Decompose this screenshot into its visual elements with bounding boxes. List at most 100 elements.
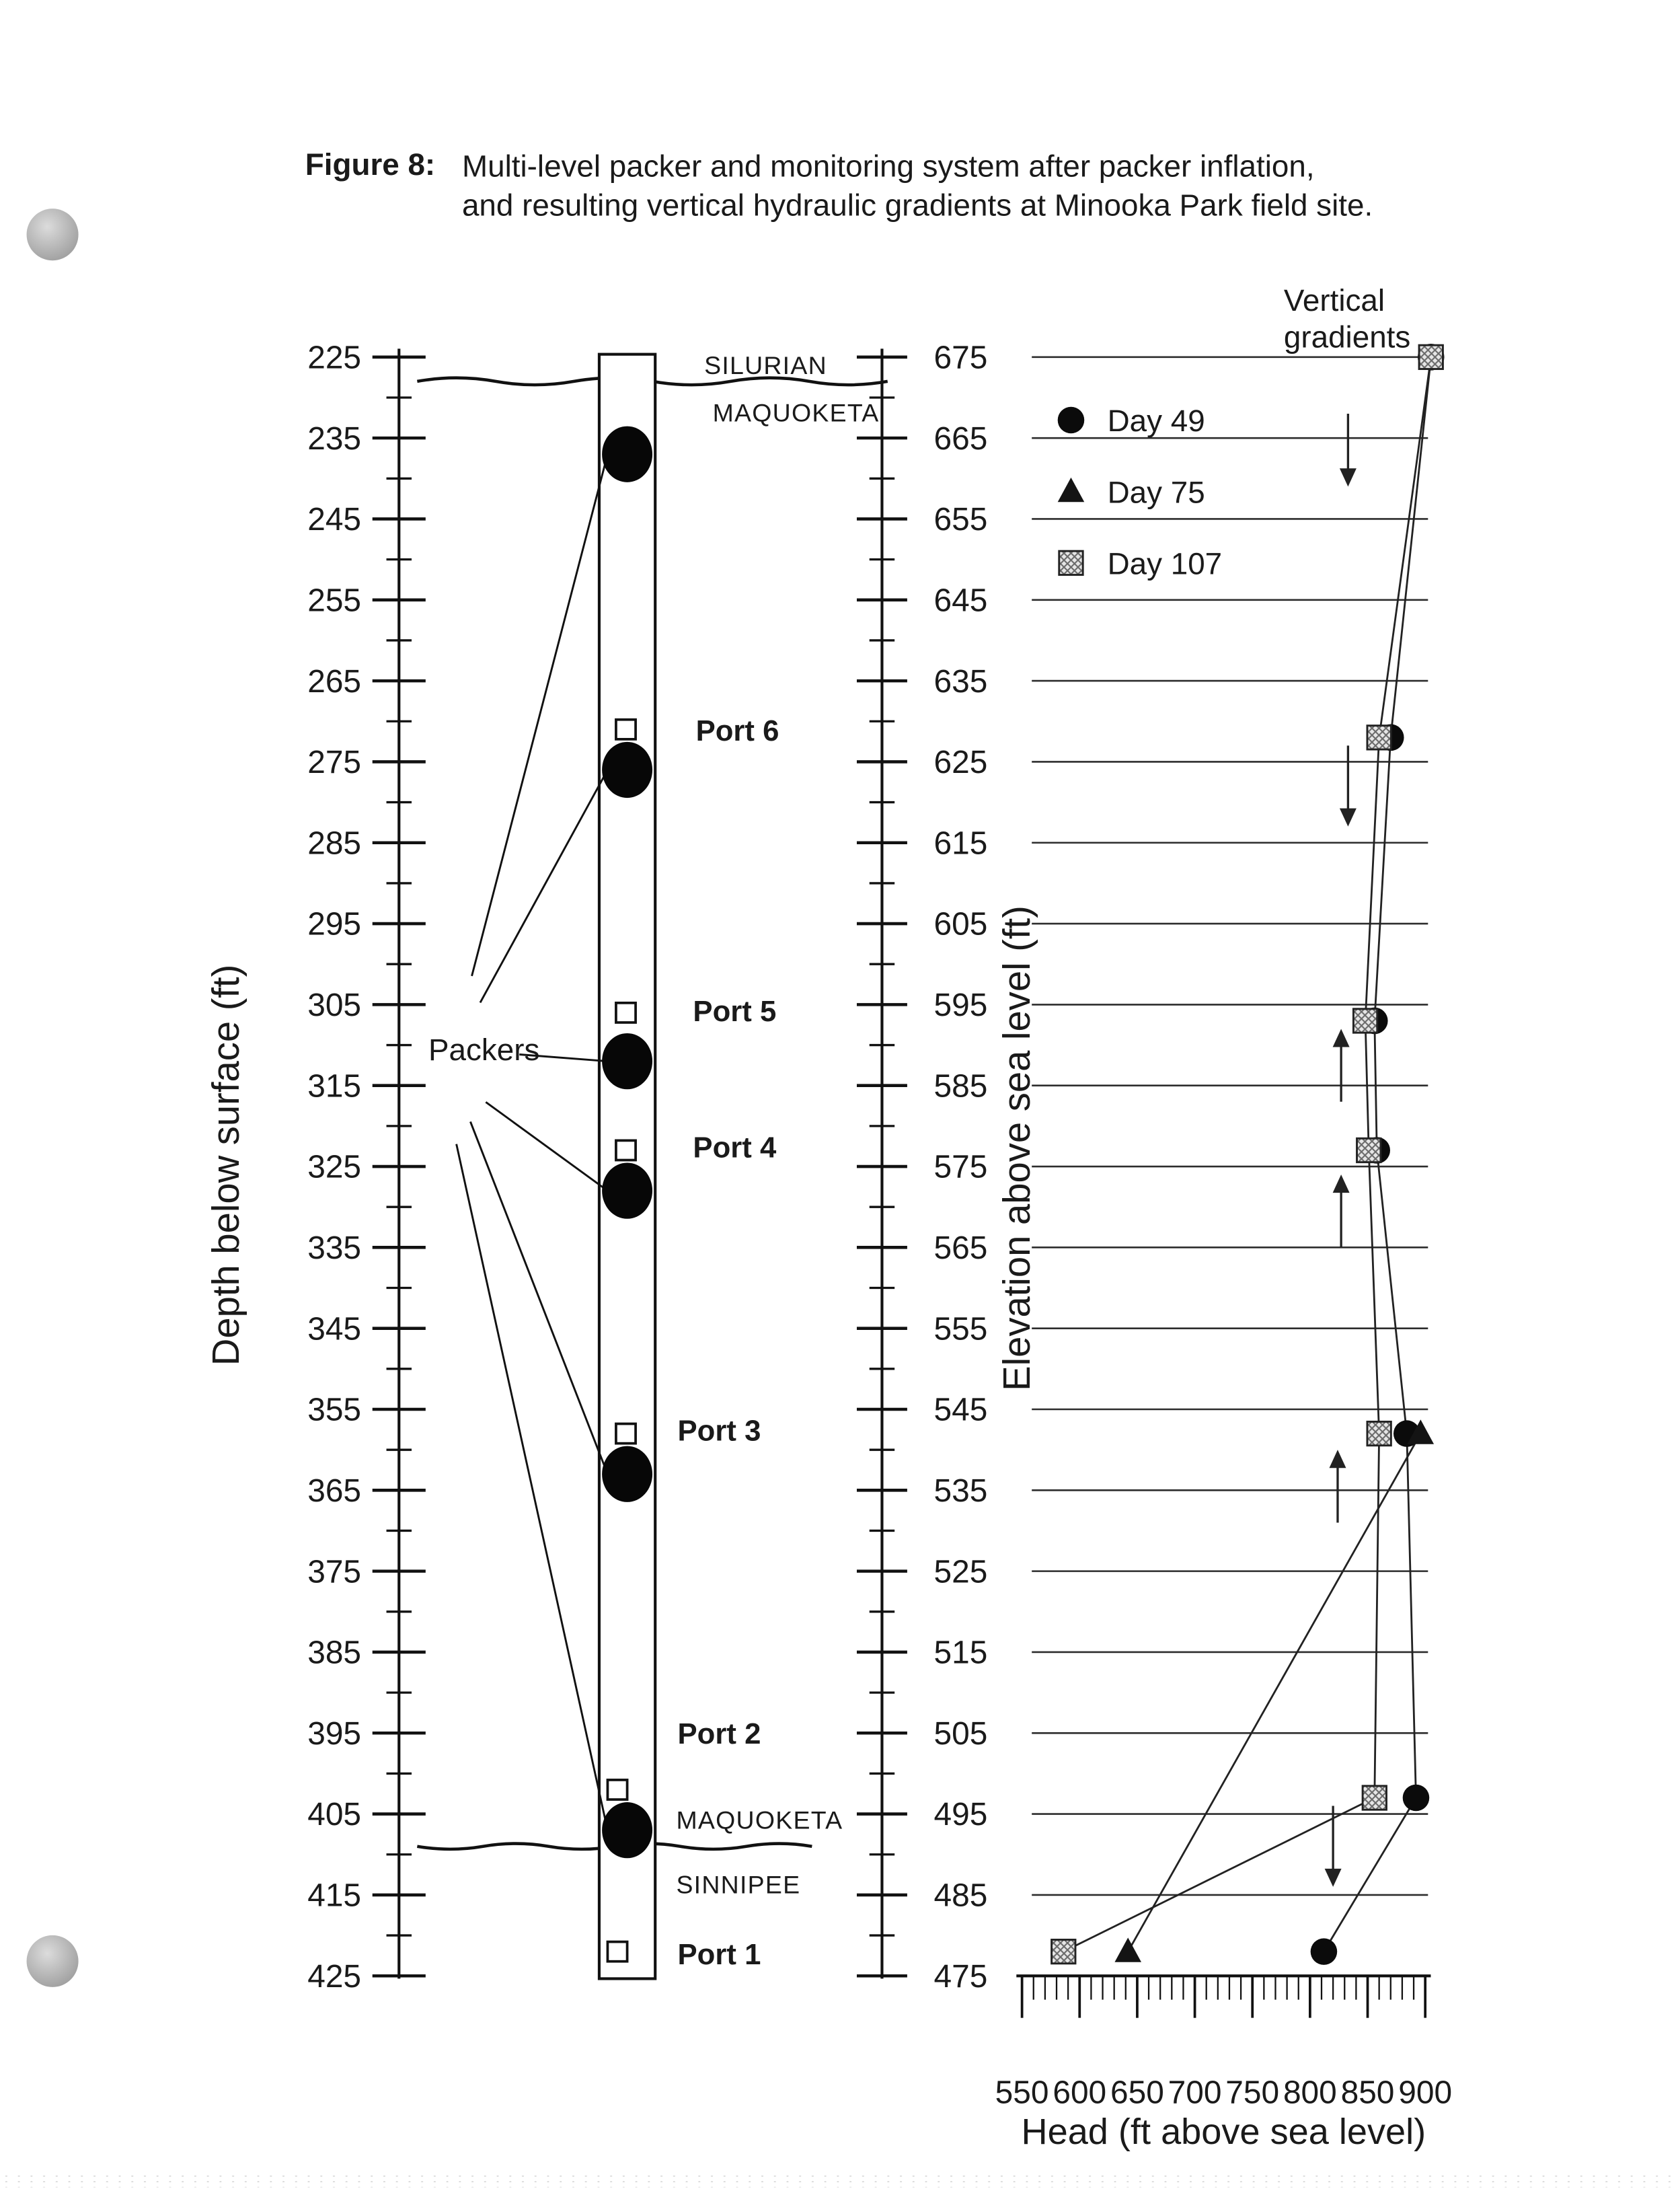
depth-tick-label: 225: [307, 340, 361, 375]
figure-caption-line1: Multi-level packer and monitoring system…: [461, 148, 1315, 184]
gradient-arrow-head-up: [1329, 1450, 1346, 1469]
elevation-tick-label: 635: [933, 664, 987, 700]
depth-tick-label: 315: [307, 1068, 361, 1104]
strat-label-maquoketa-lower: MAQUOKETA: [676, 1806, 843, 1834]
depth-tick-label: 355: [307, 1392, 361, 1428]
depth-tick-label: 235: [307, 421, 361, 457]
elevation-tick-label: 515: [933, 1635, 987, 1671]
port-square-port-4: [615, 1139, 637, 1162]
data-point-day-107: [1366, 724, 1392, 751]
port-label-port-4: Port 4: [693, 1131, 777, 1164]
packer-leader-line: [455, 1144, 609, 1830]
packer: [602, 426, 653, 482]
data-point-day-49: [1310, 1938, 1338, 1965]
head-tick-label: 600: [1053, 2075, 1106, 2111]
strat-label-silurian: SILURIAN: [704, 351, 827, 380]
gradient-arrow-head-up: [1332, 1175, 1350, 1193]
packers-label: Packers: [428, 1032, 540, 1068]
legend-label-day-107: Day 107: [1108, 546, 1223, 581]
depth-tick-label: 415: [307, 1878, 361, 1914]
elevation-tick-label: 545: [933, 1392, 987, 1428]
port-square-port-5: [615, 1001, 637, 1024]
packer: [602, 741, 653, 798]
data-point-day-75: [1114, 1937, 1141, 1962]
port-square-port-2: [606, 1779, 629, 1801]
depth-tick-label: 285: [307, 825, 361, 861]
packer: [602, 1802, 653, 1859]
port-square-port-1: [606, 1940, 629, 1963]
elevation-tick-label: 675: [933, 340, 987, 375]
head-tick-label: 700: [1168, 2075, 1222, 2111]
data-point-day-75: [1407, 1419, 1435, 1444]
depth-tick-label: 395: [307, 1716, 361, 1752]
elevation-tick-label: 605: [933, 907, 987, 942]
depth-tick-label: 405: [307, 1797, 361, 1832]
packer-leader-line: [469, 1121, 609, 1475]
depth-tick-label: 325: [307, 1150, 361, 1185]
elevation-tick-label: 655: [933, 502, 987, 537]
packer: [602, 1033, 653, 1090]
hole-punch-top: [26, 209, 79, 261]
head-tick-label: 750: [1225, 2075, 1279, 2111]
packer: [602, 1162, 653, 1219]
depth-tick-label: 295: [307, 907, 361, 942]
depth-tick-label: 345: [307, 1311, 361, 1347]
port-label-port-6: Port 6: [696, 714, 779, 747]
scan-noise: [0, 2173, 1680, 2188]
elevation-tick-label: 575: [933, 1150, 987, 1185]
depth-tick-label: 425: [307, 1959, 361, 1995]
data-point-day-107: [1352, 1008, 1379, 1034]
port-label-port-1: Port 1: [678, 1938, 761, 1971]
data-point-day-107: [1418, 344, 1444, 370]
elevation-tick-label: 615: [933, 825, 987, 861]
data-point-day-107: [1356, 1137, 1382, 1164]
packer-leader-line: [471, 453, 609, 977]
head-tick-label: 800: [1283, 2075, 1337, 2111]
legend-marker-triangle: [1057, 477, 1085, 503]
packer: [602, 1446, 653, 1502]
gradient-arrow-head-down: [1339, 808, 1357, 827]
port-square-port-6: [615, 718, 637, 741]
elevation-tick-label: 665: [933, 421, 987, 457]
port-label-port-3: Port 3: [678, 1414, 761, 1447]
head-tick-label: 850: [1341, 2075, 1395, 2111]
series-line-day-75: [1127, 1433, 1422, 1952]
strat-label-sinnipee: SINNIPEE: [676, 1871, 801, 1899]
head-tick-label: 550: [995, 2075, 1049, 2111]
legend-marker-circle: [1057, 406, 1085, 434]
chart-title: Vertical gradients: [1283, 283, 1411, 355]
packer-leader-line: [485, 1101, 609, 1192]
data-point-day-107: [1051, 1938, 1077, 1965]
elevation-tick-label: 525: [933, 1554, 987, 1590]
strat-label-maquoketa-upper: MAQUOKETA: [712, 399, 880, 427]
depth-tick-label: 385: [307, 1635, 361, 1671]
gradient-arrow-head-up: [1332, 1029, 1350, 1047]
depth-tick-label: 275: [307, 745, 361, 780]
elevation-tick-label: 485: [933, 1878, 987, 1914]
packer-leader-line: [519, 1053, 608, 1063]
gradient-arrow-head-down: [1339, 468, 1357, 487]
hole-punch-bottom: [26, 1935, 79, 1987]
elevation-tick-label: 595: [933, 988, 987, 1023]
figure-number: Figure 8:: [305, 147, 436, 182]
elevation-tick-label: 475: [933, 1959, 987, 1995]
figure-caption: Multi-level packer and monitoring system…: [462, 147, 1373, 226]
elevation-tick-label: 495: [933, 1797, 987, 1832]
depth-tick-label: 245: [307, 502, 361, 537]
depth-tick-label: 255: [307, 583, 361, 618]
data-point-day-49: [1402, 1784, 1430, 1812]
port-label-port-5: Port 5: [693, 995, 776, 1028]
gradient-arrow-head-down: [1324, 1868, 1342, 1887]
depth-tick-label: 335: [307, 1230, 361, 1266]
depth-tick-label: 265: [307, 664, 361, 700]
elevation-tick-label: 555: [933, 1311, 987, 1347]
legend-marker-square: [1058, 550, 1084, 576]
elevation-tick-label: 505: [933, 1716, 987, 1752]
head-tick-label: 650: [1110, 2075, 1164, 2111]
elevation-tick-label: 535: [933, 1473, 987, 1509]
data-point-day-107: [1366, 1420, 1392, 1447]
figure-caption-line2: and resulting vertical hydraulic gradien…: [461, 187, 1373, 223]
elevation-tick-label: 625: [933, 745, 987, 780]
